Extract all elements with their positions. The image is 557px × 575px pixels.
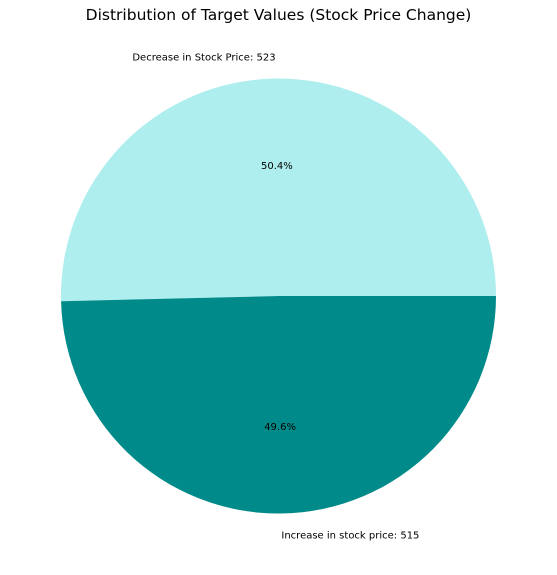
slice-label-increase: Increase in stock price: 515	[281, 531, 419, 542]
pie-slice-increase	[61, 296, 496, 514]
slice-label-decrease: Decrease in Stock Price: 523	[132, 52, 275, 63]
chart-title: Distribution of Target Values (Stock Pri…	[86, 6, 472, 24]
percent-label-increase: 49.6%	[264, 422, 296, 433]
pie-slice-decrease	[61, 78, 497, 302]
percent-label-decrease: 50.4%	[261, 161, 293, 172]
pie-labels: Decrease in Stock Price: 523 50.4% Increas…	[132, 52, 419, 541]
pie-slices	[61, 78, 497, 514]
